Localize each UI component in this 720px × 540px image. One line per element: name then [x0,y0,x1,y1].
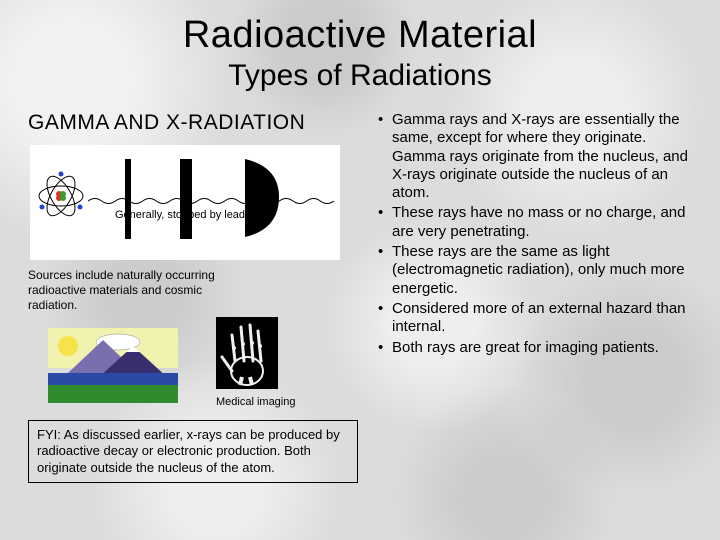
xray-illustration: Medical imaging [216,317,295,408]
bullet-item: These rays have no mass or no charge, an… [378,204,692,241]
gamma-ray-line [88,195,338,207]
diagram-caption: Generally, stopped by lead. [115,209,248,221]
bullet-item: These rays are the same as light (electr… [378,243,692,298]
bullet-item: Gamma rays and X-rays are essentially th… [378,111,692,202]
atom-icon [36,171,86,221]
fyi-box: FYI: As discussed earlier, x-rays can be… [28,420,358,483]
image-row: Medical imaging [48,317,368,408]
right-column: Gamma rays and X-rays are essentially th… [378,111,692,483]
bullet-item: Both rays are great for imaging patients… [378,339,692,357]
slide: Radioactive Material Types of Radiations… [0,0,720,540]
landscape-illustration [48,328,178,408]
bullet-list: Gamma rays and X-rays are essentially th… [378,111,692,357]
sources-text: Sources include naturally occurring radi… [28,268,248,313]
section-heading: GAMMA AND X-RADIATION [28,111,368,135]
radiation-diagram: Generally, stopped by lead. [30,145,340,260]
page-title: Radioactive Material [28,14,692,57]
two-column-layout: GAMMA AND X-RADIATION Generally, stopped… [28,111,692,483]
page-subtitle: Types of Radiations [28,59,692,93]
bullet-item: Considered more of an external hazard th… [378,300,692,337]
xray-caption: Medical imaging [216,396,295,408]
left-column: GAMMA AND X-RADIATION Generally, stopped… [28,111,368,483]
